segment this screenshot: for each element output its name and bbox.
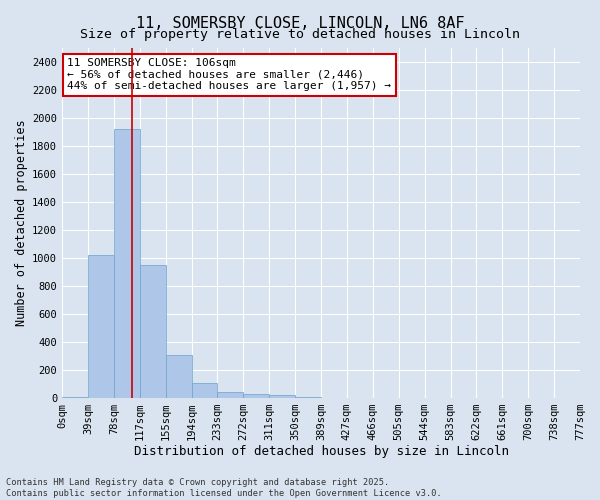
X-axis label: Distribution of detached houses by size in Lincoln: Distribution of detached houses by size …: [134, 444, 509, 458]
Bar: [217, 392, 244, 398]
Bar: [269, 395, 295, 398]
Text: Size of property relative to detached houses in Lincoln: Size of property relative to detached ho…: [80, 28, 520, 41]
Bar: [166, 354, 191, 398]
Y-axis label: Number of detached properties: Number of detached properties: [15, 120, 28, 326]
Text: Contains HM Land Registry data © Crown copyright and database right 2025.
Contai: Contains HM Land Registry data © Crown c…: [6, 478, 442, 498]
Bar: [191, 382, 217, 398]
Bar: [88, 255, 114, 398]
Bar: [140, 265, 166, 398]
Bar: [114, 129, 140, 398]
Text: 11, SOMERSBY CLOSE, LINCOLN, LN6 8AF: 11, SOMERSBY CLOSE, LINCOLN, LN6 8AF: [136, 16, 464, 31]
Text: 11 SOMERSBY CLOSE: 106sqm
← 56% of detached houses are smaller (2,446)
44% of se: 11 SOMERSBY CLOSE: 106sqm ← 56% of detac…: [67, 58, 391, 91]
Bar: [244, 394, 269, 398]
